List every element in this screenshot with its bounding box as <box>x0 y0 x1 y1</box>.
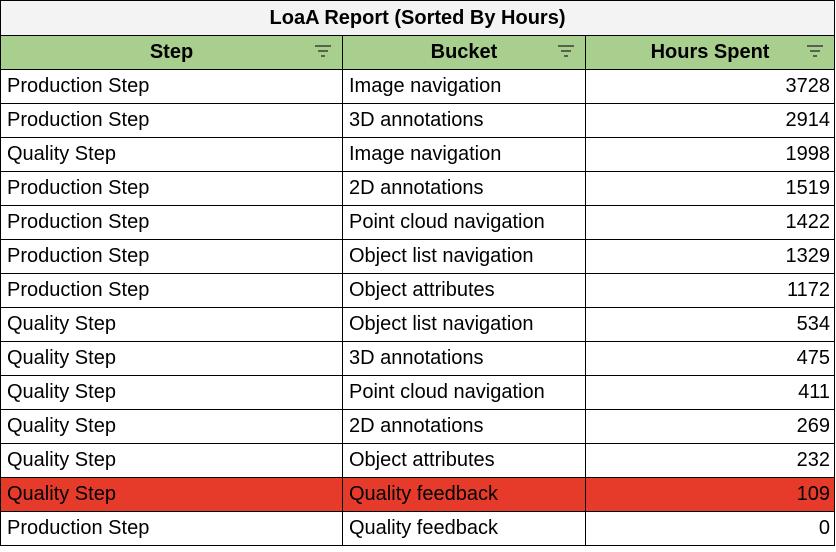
column-header-bucket[interactable]: Bucket <box>342 35 586 70</box>
hours-cell[interactable]: 2914 <box>584 103 836 138</box>
report-title[interactable]: LoaA Report (Sorted By Hours) <box>0 0 836 36</box>
step-cell[interactable]: Production Step <box>0 171 343 206</box>
table-body: Production Step Image navigation 3728 Produ… <box>0 69 836 546</box>
bucket-cell[interactable]: 2D annotations <box>342 409 586 444</box>
step-cell[interactable]: Production Step <box>0 103 343 138</box>
bucket-cell[interactable]: Object attributes <box>342 443 586 478</box>
column-header-label: Step <box>149 41 194 63</box>
filter-icon[interactable] <box>557 44 575 58</box>
table-row: Production Step 3D annotations 2914 <box>0 103 836 138</box>
column-header-hours[interactable]: Hours Spent <box>584 35 836 70</box>
step-cell[interactable]: Production Step <box>0 239 343 274</box>
bucket-cell[interactable]: Quality feedback <box>342 511 586 546</box>
bucket-cell[interactable]: 3D annotations <box>342 341 586 376</box>
bucket-cell[interactable]: Image navigation <box>342 137 586 172</box>
step-cell[interactable]: Production Step <box>0 511 343 546</box>
hours-cell[interactable]: 109 <box>584 477 836 512</box>
step-cell[interactable]: Quality Step <box>0 341 343 376</box>
hours-cell[interactable]: 269 <box>584 409 836 444</box>
table-row: Production Step Quality feedback 0 <box>0 511 836 546</box>
bucket-cell[interactable]: Image navigation <box>342 69 586 104</box>
step-cell[interactable]: Production Step <box>0 273 343 308</box>
hours-cell[interactable]: 1422 <box>584 205 836 240</box>
column-header-label: Bucket <box>430 41 498 63</box>
step-cell[interactable]: Quality Step <box>0 443 343 478</box>
column-header-step[interactable]: Step <box>0 35 343 70</box>
step-cell[interactable]: Quality Step <box>0 137 343 172</box>
hours-cell[interactable]: 411 <box>584 375 836 410</box>
bucket-cell[interactable]: Object list navigation <box>342 239 586 274</box>
table-row: Quality Step Object list navigation 534 <box>0 307 836 342</box>
table-row: Quality Step 3D annotations 475 <box>0 341 836 376</box>
hours-cell[interactable]: 475 <box>584 341 836 376</box>
step-cell[interactable]: Production Step <box>0 205 343 240</box>
step-cell[interactable]: Quality Step <box>0 307 343 342</box>
bucket-cell[interactable]: Point cloud navigation <box>342 205 586 240</box>
hours-cell[interactable]: 3728 <box>584 69 836 104</box>
table-row: Production Step Point cloud navigation 142… <box>0 205 836 240</box>
table-row: Quality Step 2D annotations 269 <box>0 409 836 444</box>
table-row: Production Step 2D annotations 1519 <box>0 171 836 206</box>
bucket-cell[interactable]: Object list navigation <box>342 307 586 342</box>
bucket-cell[interactable]: Point cloud navigation <box>342 375 586 410</box>
step-cell[interactable]: Production Step <box>0 69 343 104</box>
hours-cell[interactable]: 0 <box>584 511 836 546</box>
table-row: Production Step Image navigation 3728 <box>0 69 836 104</box>
table-row: Production Step Object attributes 1172 <box>0 273 836 308</box>
hours-cell[interactable]: 1172 <box>584 273 836 308</box>
title-row: LoaA Report (Sorted By Hours) <box>0 0 836 36</box>
table-row: Production Step Object list navigation 132… <box>0 239 836 274</box>
header-row: Step Bucket Hours Spen <box>0 35 836 70</box>
step-cell[interactable]: Quality Step <box>0 375 343 410</box>
filter-icon[interactable] <box>314 44 332 58</box>
step-cell[interactable]: Quality Step <box>0 409 343 444</box>
step-cell[interactable]: Quality Step <box>0 477 343 512</box>
hours-cell[interactable]: 534 <box>584 307 836 342</box>
table-row: Quality Step Image navigation 1998 <box>0 137 836 172</box>
bucket-cell[interactable]: 2D annotations <box>342 171 586 206</box>
column-header-label: Hours Spent <box>650 41 770 63</box>
bucket-cell[interactable]: Object attributes <box>342 273 586 308</box>
bucket-cell[interactable]: Quality feedback <box>342 477 586 512</box>
hours-cell[interactable]: 1998 <box>584 137 836 172</box>
hours-cell[interactable]: 232 <box>584 443 836 478</box>
table-row: Quality Step Quality feedback 109 <box>0 477 836 512</box>
hours-cell[interactable]: 1519 <box>584 171 836 206</box>
filter-icon[interactable] <box>806 44 824 58</box>
bucket-cell[interactable]: 3D annotations <box>342 103 586 138</box>
hours-cell[interactable]: 1329 <box>584 239 836 274</box>
table-row: Quality Step Point cloud navigation 411 <box>0 375 836 410</box>
table-row: Quality Step Object attributes 232 <box>0 443 836 478</box>
